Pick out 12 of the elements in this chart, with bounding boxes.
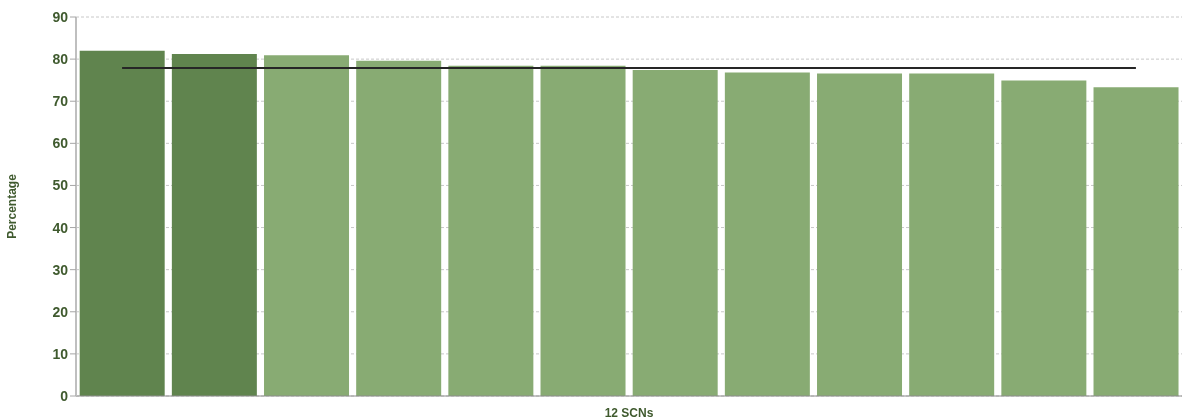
y-tick-label: 0 xyxy=(60,387,69,404)
y-tick-label: 30 xyxy=(52,261,69,278)
x-axis-title: 12 SCNs xyxy=(604,406,654,418)
y-tick-label: 50 xyxy=(52,177,69,194)
y-axis-title: Percentage xyxy=(5,173,20,239)
y-tick-label: 10 xyxy=(52,345,69,362)
y-tick-label: 70 xyxy=(52,93,69,110)
y-tick-label: 20 xyxy=(52,303,69,320)
y-tick-label: 90 xyxy=(52,8,69,25)
y-tick-label: 40 xyxy=(52,219,69,236)
y-tick-label: 80 xyxy=(52,51,69,68)
y-tick-label: 60 xyxy=(52,135,69,152)
